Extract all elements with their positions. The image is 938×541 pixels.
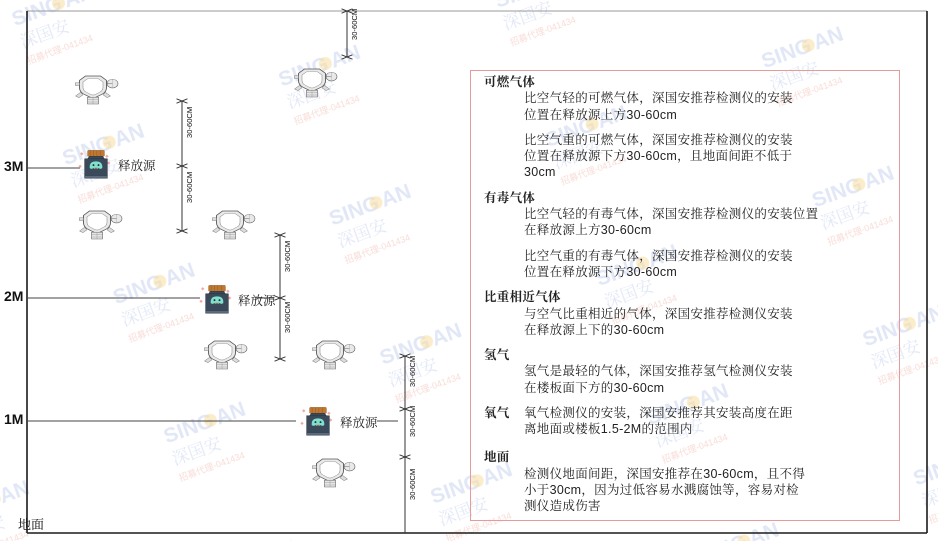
- svg-text:30-60CM: 30-60CM: [283, 241, 292, 272]
- svg-text:30-60CM: 30-60CM: [408, 356, 417, 387]
- svg-text:30-60CM: 30-60CM: [185, 107, 194, 138]
- svg-text:30-60CM: 30-60CM: [408, 469, 417, 500]
- svg-text:30-60CM: 30-60CM: [350, 9, 359, 40]
- svg-text:30-60CM: 30-60CM: [408, 406, 417, 437]
- svg-text:30-60CM: 30-60CM: [283, 302, 292, 333]
- svg-text:30-60CM: 30-60CM: [185, 172, 194, 203]
